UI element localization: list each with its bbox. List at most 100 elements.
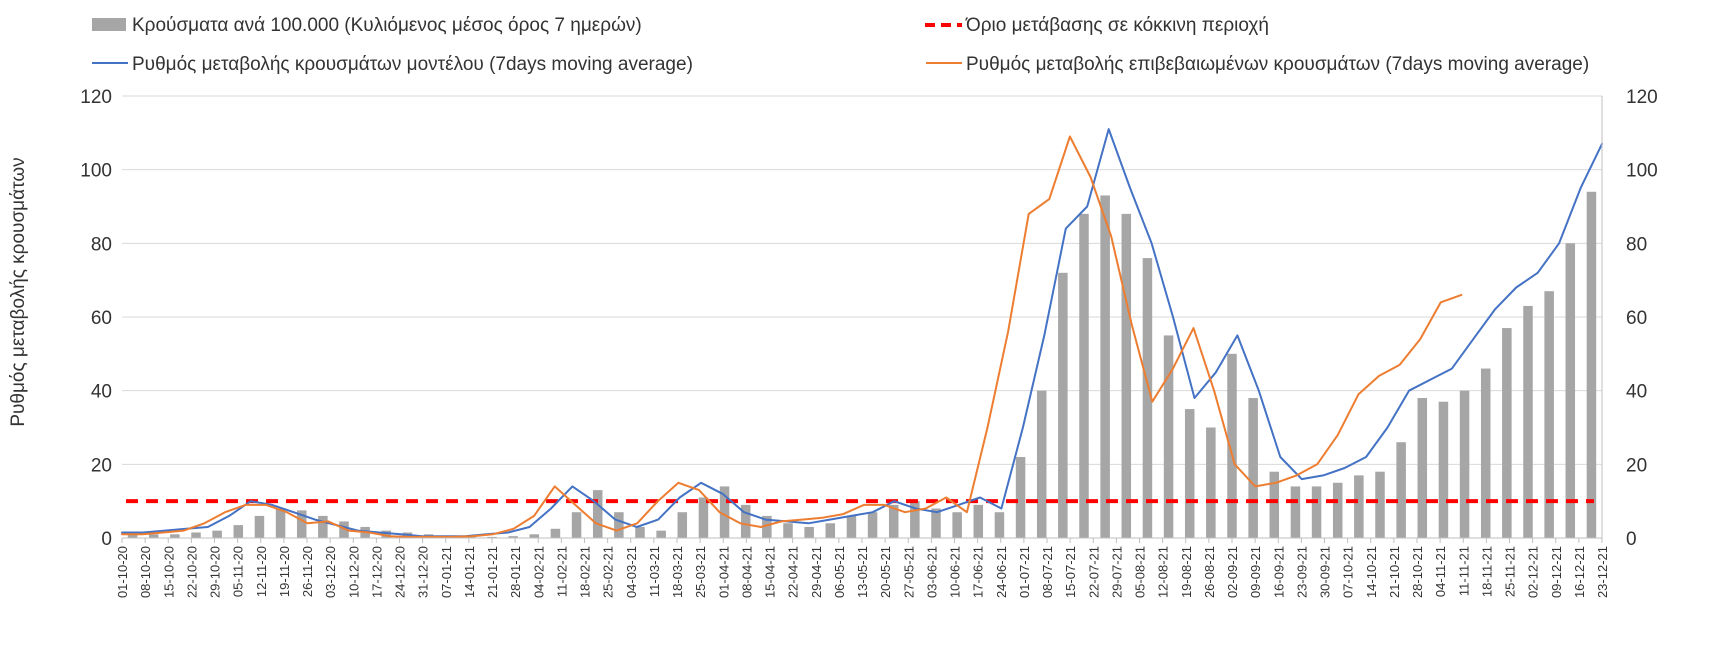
x-tick-label: 10-06-21 xyxy=(948,546,963,598)
x-tick-label: 03-12-20 xyxy=(323,546,338,598)
x-tick-label: 31-12-20 xyxy=(416,546,431,598)
x-tick-label: 29-10-20 xyxy=(208,546,223,598)
y-tick-label-left: 0 xyxy=(101,529,112,550)
x-tick-label: 16-12-21 xyxy=(1572,546,1587,598)
bar xyxy=(825,523,836,538)
bar xyxy=(339,521,349,538)
x-tick-label: 28-10-21 xyxy=(1410,546,1425,598)
bar xyxy=(1459,390,1470,538)
bar xyxy=(656,530,666,538)
y-tick-label-right: 20 xyxy=(1626,455,1647,476)
x-tick-label: 01-04-21 xyxy=(716,546,731,598)
bar xyxy=(191,532,201,538)
x-tick-label: 19-11-20 xyxy=(277,546,292,597)
x-tick-label: 12-11-20 xyxy=(254,546,269,597)
x-tick-label: 17-12-20 xyxy=(369,546,384,598)
x-tick-label: 06-05-21 xyxy=(832,546,847,598)
x-tick-label: 25-03-21 xyxy=(693,546,708,598)
bar xyxy=(973,504,984,538)
bar xyxy=(1544,291,1554,538)
bar xyxy=(952,512,962,538)
x-tick-label: 18-02-21 xyxy=(578,546,593,598)
x-tick-label: 17-06-21 xyxy=(971,546,986,598)
bar xyxy=(762,515,772,538)
bar xyxy=(1354,475,1364,538)
bar xyxy=(698,497,709,538)
y-tick-label-left: 120 xyxy=(80,87,112,108)
x-tick-label: 23-12-21 xyxy=(1595,546,1610,598)
bar xyxy=(529,534,540,538)
bar xyxy=(254,515,265,538)
bar xyxy=(550,528,561,538)
bar xyxy=(1121,213,1132,538)
bar xyxy=(1163,335,1174,538)
y-tick-label-right: 80 xyxy=(1626,234,1647,255)
x-tick-label: 11-03-21 xyxy=(647,546,662,597)
x-tick-label: 04-11-21 xyxy=(1433,546,1448,597)
x-tick-label: 01-07-21 xyxy=(1017,546,1032,598)
x-tick-label: 26-11-20 xyxy=(300,546,315,597)
grid-layer xyxy=(122,95,1602,465)
bar xyxy=(931,508,941,538)
x-tick-label: 19-08-21 xyxy=(1179,546,1194,598)
legend-label-threshold: Όριο μετάβασης σε κόκκινη περιοχή xyxy=(965,15,1269,36)
y-tick-label-left: 60 xyxy=(91,308,112,329)
x-tick-label: 15-07-21 xyxy=(1063,546,1078,598)
legend-item-model: Ρυθμός μεταβολής κρουσμάτων μοντέλου (7d… xyxy=(92,54,693,75)
x-tick-label: 16-09-21 xyxy=(1271,546,1286,598)
legend-item-threshold: Όριο μετάβασης σε κόκκινη περιοχή xyxy=(925,15,1269,36)
x-tick-label: 07-01-21 xyxy=(439,546,454,598)
x-tick-label: 08-10-20 xyxy=(138,546,153,598)
x-tick-label: 29-04-21 xyxy=(809,546,824,598)
x-tick-label: 30-09-21 xyxy=(1318,546,1333,598)
y-tick-label-right: 0 xyxy=(1626,529,1637,550)
x-tick-label: 05-08-21 xyxy=(1133,546,1148,598)
bar xyxy=(994,512,1005,538)
x-tick-label: 12-08-21 xyxy=(1156,546,1171,598)
x-tick-label: 05-11-20 xyxy=(231,546,246,597)
y-tick-label-right: 120 xyxy=(1626,87,1658,108)
x-tick-label: 02-12-21 xyxy=(1526,546,1541,598)
x-tick-label: 18-11-21 xyxy=(1479,546,1494,597)
y-tick-label-left: 100 xyxy=(80,161,112,182)
x-tick-label: 09-12-21 xyxy=(1549,546,1564,598)
x-tick-label: 24-06-21 xyxy=(994,546,1009,598)
y-tick-label-right: 60 xyxy=(1626,308,1647,329)
bar xyxy=(170,534,180,538)
bar xyxy=(783,523,793,538)
x-tick-label: 23-09-21 xyxy=(1294,546,1309,598)
x-tick-label: 08-07-21 xyxy=(1040,546,1055,598)
x-tick-label: 08-04-21 xyxy=(739,546,754,598)
x-tick-label: 26-08-21 xyxy=(1202,546,1217,598)
bar xyxy=(1142,258,1153,538)
bar xyxy=(1058,272,1068,538)
bar xyxy=(1206,427,1216,538)
bar xyxy=(1036,390,1047,538)
bar xyxy=(212,530,222,538)
legend: Κρούσματα ανά 100.000 (Κυλιόμενος μέσος … xyxy=(92,15,1589,75)
bar xyxy=(804,526,814,538)
x-tick-label: 01-10-20 xyxy=(115,546,130,598)
x-tick-label: 15-10-20 xyxy=(161,546,176,598)
x-tick-label: 14-10-21 xyxy=(1364,546,1379,598)
bar xyxy=(381,530,392,538)
bar-layer xyxy=(127,191,1597,539)
legend-item-confirmed: Ρυθμός μεταβολής επιβεβαιωμένων κρουσμάτ… xyxy=(926,54,1589,75)
bar xyxy=(1269,471,1280,538)
x-tick-label: 07-10-21 xyxy=(1341,546,1356,598)
bar xyxy=(1375,471,1385,538)
x-tick-label: 18-03-21 xyxy=(670,546,685,598)
bar xyxy=(1523,305,1533,538)
bar xyxy=(1311,486,1322,538)
bar xyxy=(1079,213,1089,538)
bar xyxy=(466,536,476,538)
legend-item-bars: Κρούσματα ανά 100.000 (Κυλιόμενος μέσος … xyxy=(92,15,642,36)
bar xyxy=(275,508,286,538)
bar xyxy=(1438,401,1449,538)
bar xyxy=(1565,243,1576,539)
x-tick-label: 14-01-21 xyxy=(462,546,477,598)
x-tick-label: 25-11-21 xyxy=(1503,546,1518,597)
bar xyxy=(233,525,244,538)
